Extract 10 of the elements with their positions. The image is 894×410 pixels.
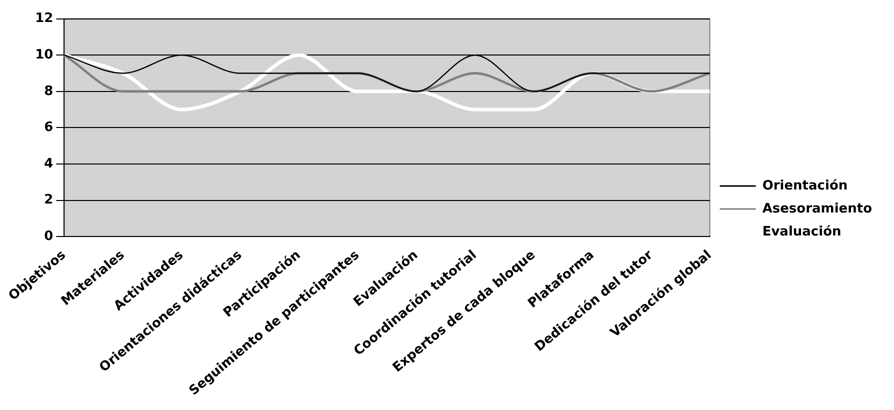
text: Evaluación [762,224,842,240]
y-tick-label: 0 [44,228,54,244]
y-tick-label: 2 [44,192,54,208]
y-tick-label: 10 [35,47,54,62]
y-tick-label: 4 [44,156,54,172]
y-tick-label: 8 [44,84,54,99]
y-tick-label: 12 [35,11,54,26]
y-tick-label: 6 [44,120,54,136]
legend-label: Asesoramiento [762,201,872,216]
legend-label: Orientación [762,178,848,194]
